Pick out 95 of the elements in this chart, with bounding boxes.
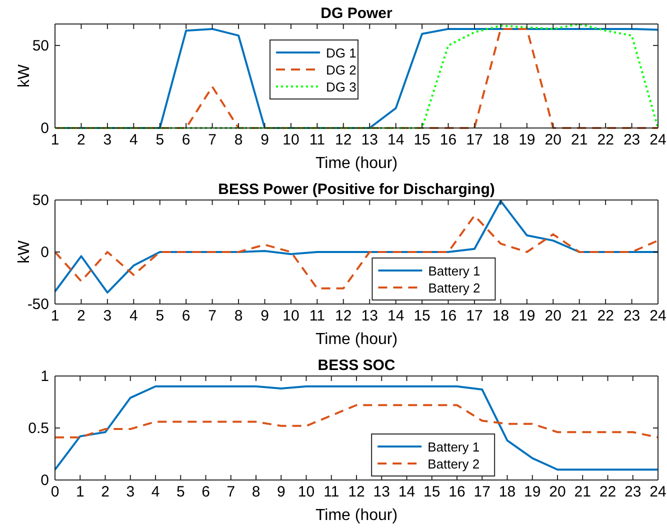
x-tick-label: 21 bbox=[574, 484, 591, 501]
y-tick-label: 0 bbox=[40, 472, 49, 489]
x-tick-label: 14 bbox=[398, 484, 416, 501]
x-tick-label: 4 bbox=[151, 484, 160, 501]
x-tick-label: 24 bbox=[650, 484, 666, 501]
x-tick-label: 11 bbox=[324, 484, 340, 501]
x-tick-label: 23 bbox=[623, 308, 640, 325]
x-tick-label: 18 bbox=[498, 484, 516, 501]
chart-title: DG Power bbox=[320, 5, 392, 22]
x-tick-label: 17 bbox=[466, 132, 483, 149]
legend-label: Battery 1 bbox=[428, 440, 480, 454]
y-tick-label: 0 bbox=[40, 244, 49, 261]
x-tick-label: 13 bbox=[361, 308, 378, 325]
x-tick-label: 14 bbox=[387, 308, 404, 325]
y-tick-label: 50 bbox=[32, 192, 49, 209]
x-tick-label: 5 bbox=[156, 132, 164, 149]
legend-label: DG 3 bbox=[326, 80, 356, 94]
x-tick-label: 2 bbox=[77, 132, 86, 149]
x-tick-label: 18 bbox=[492, 132, 510, 149]
legend-label: Battery 1 bbox=[428, 264, 480, 278]
x-tick-label: 6 bbox=[182, 132, 190, 149]
x-tick-label: 16 bbox=[440, 132, 457, 149]
x-tick-label: 6 bbox=[202, 484, 210, 501]
y-axis-title: kW bbox=[16, 64, 33, 88]
x-tick-label: 20 bbox=[544, 308, 562, 325]
x-tick-label: 13 bbox=[373, 484, 390, 501]
x-tick-label: 22 bbox=[599, 484, 616, 501]
x-tick-label: 3 bbox=[103, 308, 112, 325]
x-tick-label: 17 bbox=[466, 308, 483, 325]
x-tick-label: 12 bbox=[348, 484, 365, 501]
x-tick-label: 3 bbox=[103, 132, 112, 149]
x-axis-title: Time (hour) bbox=[315, 507, 398, 524]
x-tick-label: 22 bbox=[597, 308, 614, 325]
x-tick-label: 8 bbox=[234, 308, 243, 325]
x-tick-label: 7 bbox=[208, 308, 216, 325]
x-tick-label: 22 bbox=[597, 132, 614, 149]
x-tick-label: 9 bbox=[276, 484, 286, 501]
x-tick-label: 11 bbox=[309, 308, 325, 325]
x-tick-label: 6 bbox=[182, 308, 190, 325]
x-tick-label: 15 bbox=[414, 132, 430, 149]
x-tick-label: 23 bbox=[624, 484, 642, 501]
x-tick-label: 5 bbox=[156, 308, 164, 325]
x-tick-label: 15 bbox=[414, 308, 430, 325]
y-tick-label: 0 bbox=[40, 120, 49, 137]
x-tick-label: 10 bbox=[282, 132, 300, 149]
x-tick-label: 9 bbox=[260, 308, 269, 325]
y-tick-label: 0.5 bbox=[28, 420, 49, 437]
x-tick-label: 7 bbox=[226, 484, 236, 501]
legend-label: DG 2 bbox=[326, 62, 356, 78]
x-tick-label: 10 bbox=[298, 484, 315, 501]
x-tick-label: 7 bbox=[208, 132, 216, 149]
x-tick-label: 5 bbox=[176, 484, 185, 501]
x-tick-label: 19 bbox=[518, 132, 536, 149]
x-tick-label: 24 bbox=[650, 308, 666, 325]
x-tick-label: 8 bbox=[252, 484, 260, 501]
x-tick-label: 16 bbox=[448, 484, 466, 501]
chart-title: BESS Power (Positive for Discharging) bbox=[218, 181, 495, 198]
x-tick-label: 10 bbox=[282, 308, 300, 325]
x-tick-label: 13 bbox=[361, 132, 378, 149]
x-axis-title: Time (hour) bbox=[315, 155, 398, 172]
x-tick-label: 1 bbox=[76, 484, 84, 501]
x-tick-label: 14 bbox=[387, 132, 404, 149]
x-tick-label: 9 bbox=[260, 132, 269, 149]
x-tick-label: 18 bbox=[492, 308, 510, 325]
x-tick-label: 4 bbox=[129, 308, 138, 325]
x-tick-label: 21 bbox=[571, 132, 588, 149]
x-tick-label: 17 bbox=[474, 484, 490, 501]
x-tick-label: 16 bbox=[440, 308, 457, 325]
x-tick-label: 19 bbox=[518, 308, 536, 325]
x-tick-label: 15 bbox=[424, 484, 440, 501]
legend-label: Battery 2 bbox=[428, 280, 480, 296]
x-tick-label: 19 bbox=[524, 484, 541, 501]
line-series bbox=[54, 404, 659, 438]
x-tick-label: 12 bbox=[335, 132, 352, 149]
chart-title: BESS SOC bbox=[318, 357, 396, 374]
legend-label: Battery 2 bbox=[428, 456, 480, 472]
x-axis-title: Time (hour) bbox=[315, 331, 398, 348]
x-tick-label: 2 bbox=[101, 484, 110, 501]
legend-label: DG 1 bbox=[326, 46, 356, 60]
x-tick-label: 23 bbox=[623, 132, 640, 149]
x-tick-label: 11 bbox=[309, 132, 325, 149]
x-tick-label: 2 bbox=[77, 308, 86, 325]
x-tick-label: 4 bbox=[129, 132, 138, 149]
x-tick-label: 20 bbox=[544, 132, 562, 149]
x-tick-label: 24 bbox=[650, 132, 666, 149]
x-tick-label: 8 bbox=[234, 132, 243, 149]
x-tick-label: 21 bbox=[571, 308, 588, 325]
y-axis-title: kW bbox=[16, 240, 33, 264]
x-tick-label: 12 bbox=[335, 308, 352, 325]
line-series bbox=[54, 385, 659, 471]
x-tick-label: 20 bbox=[549, 484, 566, 501]
y-tick-label: 50 bbox=[32, 37, 49, 54]
x-tick-label: 3 bbox=[126, 484, 135, 501]
y-tick-label: -50 bbox=[27, 296, 49, 313]
y-tick-label: 1 bbox=[40, 368, 49, 385]
